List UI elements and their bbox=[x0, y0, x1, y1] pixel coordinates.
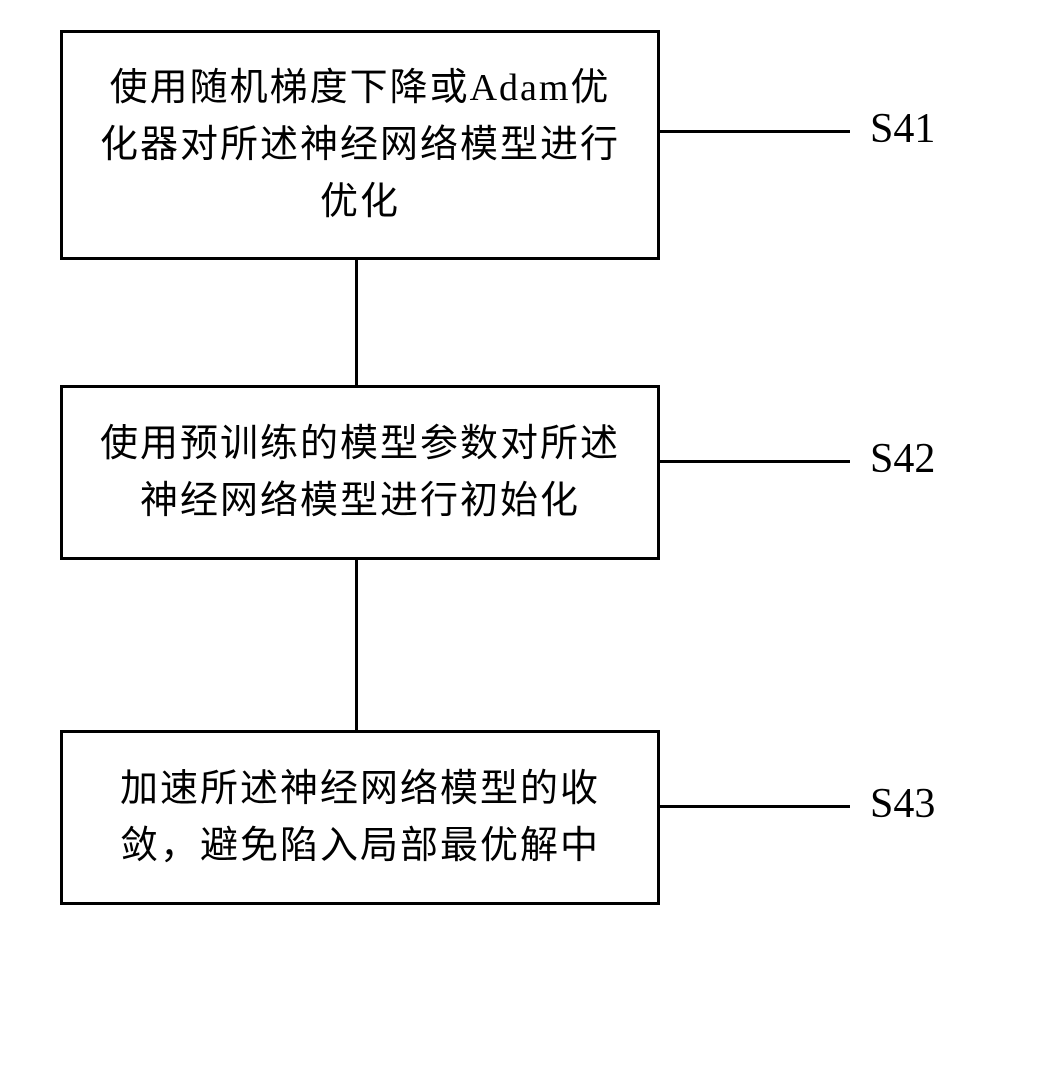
step-box-1: 使用随机梯度下降或Adam优化器对所述神经网络模型进行优化 bbox=[60, 30, 660, 260]
label-connector-3 bbox=[660, 805, 850, 808]
step-label-3: S43 bbox=[870, 780, 935, 828]
step-text-2: 使用预训练的模型参数对所述神经网络模型进行初始化 bbox=[93, 416, 627, 530]
step-box-3: 加速所述神经网络模型的收敛，避免陷入局部最优解中 bbox=[60, 730, 660, 905]
flowchart-container: 使用随机梯度下降或Adam优化器对所述神经网络模型进行优化 S41 使用预训练的… bbox=[60, 30, 980, 905]
label-connector-1 bbox=[660, 130, 850, 133]
step-label-1: S41 bbox=[870, 105, 935, 153]
step-text-1: 使用随机梯度下降或Adam优化器对所述神经网络模型进行优化 bbox=[93, 60, 627, 231]
step-wrapper-2: 使用预训练的模型参数对所述神经网络模型进行初始化 S42 bbox=[60, 385, 660, 560]
step-wrapper-1: 使用随机梯度下降或Adam优化器对所述神经网络模型进行优化 S41 bbox=[60, 30, 660, 260]
connector-1-2 bbox=[355, 260, 358, 385]
step-box-2: 使用预训练的模型参数对所述神经网络模型进行初始化 bbox=[60, 385, 660, 560]
step-label-2: S42 bbox=[870, 435, 935, 483]
step-text-3: 加速所述神经网络模型的收敛，避免陷入局部最优解中 bbox=[93, 761, 627, 875]
step-wrapper-3: 加速所述神经网络模型的收敛，避免陷入局部最优解中 S43 bbox=[60, 730, 660, 905]
label-connector-2 bbox=[660, 460, 850, 463]
connector-2-3 bbox=[355, 560, 358, 730]
